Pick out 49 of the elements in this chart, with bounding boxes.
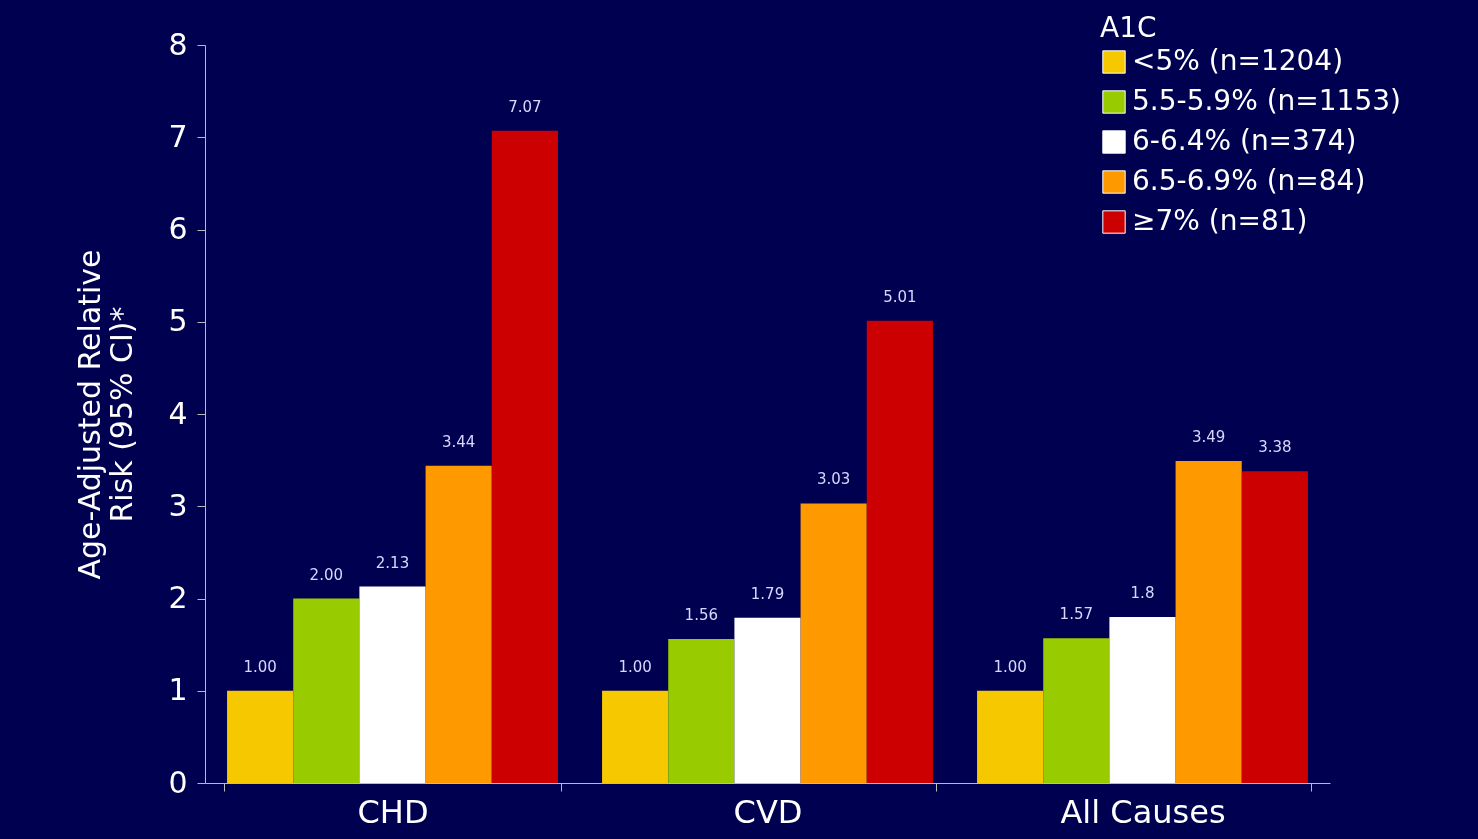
data-label: 7.07 bbox=[508, 97, 542, 116]
x-tick-label: All Causes bbox=[1060, 792, 1226, 831]
data-label: 3.44 bbox=[441, 432, 476, 451]
legend-label: 6-6.4% (n=374) bbox=[1132, 124, 1357, 157]
data-label: 2.13 bbox=[375, 553, 410, 572]
bar bbox=[1043, 638, 1110, 783]
y-tick-label: 0 bbox=[168, 764, 188, 800]
x-tick-label: CHD bbox=[357, 792, 429, 831]
data-label: 1.57 bbox=[1059, 605, 1094, 624]
y-tick-label: 6 bbox=[168, 211, 188, 246]
data-label: 3.03 bbox=[816, 470, 851, 489]
data-label: 5.01 bbox=[883, 287, 917, 306]
legend-title: A1C bbox=[1100, 11, 1157, 44]
bar bbox=[1241, 471, 1308, 783]
y-tick-label: 7 bbox=[168, 118, 188, 154]
bar bbox=[800, 503, 867, 783]
y-tick-label: 2 bbox=[168, 580, 188, 615]
bar bbox=[668, 639, 735, 783]
legend-label: <5% (n=1204) bbox=[1132, 44, 1344, 77]
data-label: 1.00 bbox=[618, 657, 652, 676]
y-tick-label: 8 bbox=[168, 26, 188, 62]
bar bbox=[425, 465, 492, 783]
data-label: 1.79 bbox=[750, 584, 785, 603]
bar bbox=[359, 586, 426, 783]
bar bbox=[293, 598, 360, 783]
data-label: 1.8 bbox=[1130, 583, 1155, 602]
data-label: 1.56 bbox=[684, 606, 719, 625]
legend-label: ≥7% (n=81) bbox=[1132, 204, 1308, 237]
y-tick-label: 1 bbox=[168, 672, 188, 708]
bar bbox=[602, 690, 669, 783]
bar bbox=[734, 617, 801, 783]
x-tick-label: CVD bbox=[733, 792, 803, 831]
bar bbox=[491, 130, 558, 783]
y-tick-label: 5 bbox=[168, 303, 188, 339]
y-axis-title: Age-Adjusted Relative Risk (95% CI)* bbox=[72, 249, 140, 580]
bar bbox=[227, 690, 294, 783]
legend-label: 5.5-5.9% (n=1153) bbox=[1132, 84, 1401, 117]
data-label: 3.49 bbox=[1191, 428, 1226, 447]
bar bbox=[1109, 616, 1176, 783]
bar bbox=[1175, 461, 1242, 783]
y-tick-label: 3 bbox=[168, 487, 188, 523]
data-label: 1.00 bbox=[993, 657, 1027, 676]
legend-label: 6.5-6.9% (n=84) bbox=[1132, 164, 1366, 197]
data-label: 3.38 bbox=[1258, 438, 1292, 457]
bar bbox=[866, 320, 933, 783]
data-label: 1.00 bbox=[243, 657, 277, 676]
y-tick-label: 4 bbox=[168, 395, 188, 431]
bar bbox=[977, 690, 1044, 783]
data-label: 2.00 bbox=[309, 565, 344, 584]
